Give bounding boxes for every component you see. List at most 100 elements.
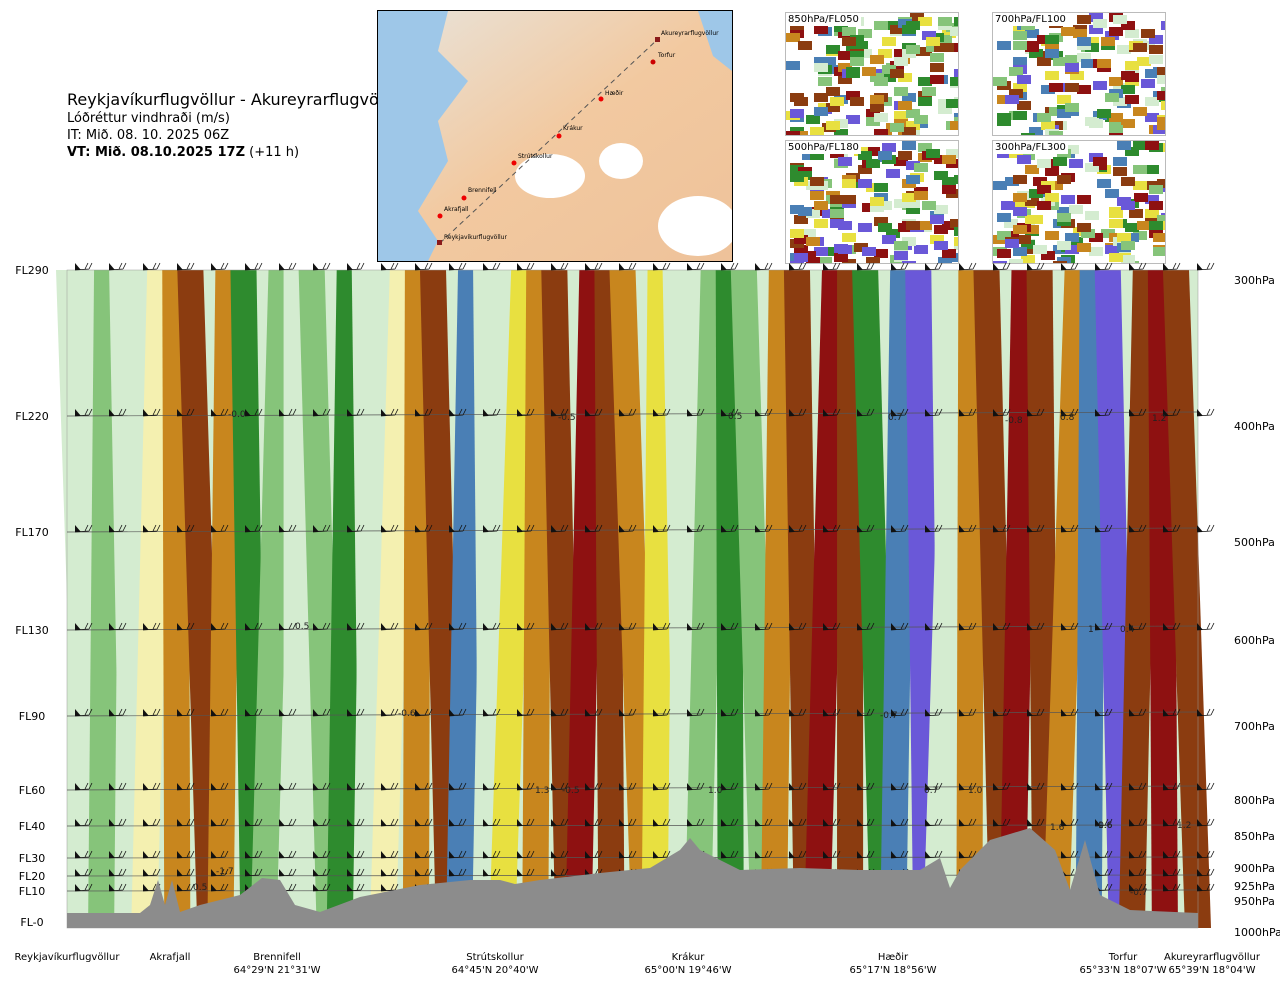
texture-cell [1041,251,1055,260]
texture-cell [1037,113,1051,122]
wind-barb [1094,818,1113,827]
y-left-tick: FL90 [19,710,45,723]
texture-cell [1077,53,1091,62]
wind-barb [992,524,1011,533]
mini-map-image [786,13,958,135]
texture-cell [878,201,892,210]
texture-cell [814,25,828,34]
texture-cell [1093,19,1107,28]
wind-barb [482,408,501,417]
value-label: -0.8 [1005,416,1023,426]
wind-barb [1128,883,1147,892]
texture-cell [1117,141,1131,150]
wind-barb [448,408,467,417]
map-point [437,213,443,219]
y-left-tick: FL290 [15,264,48,277]
wind-barb [1060,850,1079,859]
value-label: -0.7 [880,711,898,721]
wind-barb [380,708,399,717]
y-left-tick: FL220 [15,410,48,423]
texture-cell [1121,85,1135,94]
wind-barb [74,782,93,791]
y-right-tick: 500hPa [1234,536,1275,549]
texture-cell [1025,29,1039,38]
wind-barb [1196,708,1215,717]
texture-cell [1109,77,1123,86]
texture-cell [810,127,824,135]
mini-map-850: 850hPa/FL050 [785,12,959,136]
texture-cell [1081,229,1095,238]
title-block: Reykjavíkurflugvöllur - Akureyrarflugvöl… [67,90,404,161]
wind-barb [1026,622,1045,631]
texture-cell [842,37,856,46]
wind-barb [142,850,161,859]
y-right-tick: 700hPa [1234,720,1275,733]
texture-cell [1021,245,1035,254]
texture-cell [894,199,908,208]
velocity-band [837,270,864,928]
texture-cell [846,115,860,124]
wind-barb [720,622,739,631]
texture-cell [1137,57,1151,66]
wind-barb [856,408,875,417]
texture-cell [942,43,956,52]
wind-barb [958,622,977,631]
texture-cell [802,229,816,238]
texture-cell [1025,43,1039,52]
wind-barb [244,262,263,271]
wind-barb [1060,782,1079,791]
y-right-tick: 300hPa [1234,274,1275,287]
texture-cell [1045,231,1059,240]
wind-barb [618,850,637,859]
texture-cell [1145,195,1159,204]
texture-cell [902,261,916,263]
texture-cell [926,43,940,52]
wind-barb [720,408,739,417]
wind-barb [890,708,909,717]
texture-cell [946,99,958,108]
velocity-band [956,270,985,928]
texture-cell [858,49,872,58]
texture-cell [1004,219,1018,228]
texture-cell [1145,97,1159,106]
value-label: 1.2 [1177,821,1191,831]
wind-barb [1060,262,1079,271]
value-label: -0.0 [228,410,246,420]
texture-cell [1057,109,1071,118]
wind-barb [1026,408,1045,417]
texture-cell [794,235,808,244]
texture-cell [786,131,800,135]
wind-barb [210,850,229,859]
texture-cell [1053,57,1067,66]
wind-barb [1128,818,1147,827]
texture-cell [1089,233,1103,242]
texture-cell [826,121,840,130]
wind-barb [652,818,671,827]
wind-barb [210,883,229,892]
texture-cell [1141,41,1155,50]
wind-barb [550,868,569,877]
glacier-vatnajokull [658,196,732,256]
texture-cell [1157,117,1165,126]
value-label: 1.6 [1050,823,1065,833]
wind-barb [856,524,875,533]
wind-barb [142,818,161,827]
texture-cell [997,249,1011,258]
texture-cell [1093,81,1107,90]
texture-cell [1149,221,1163,230]
texture-cell [1013,111,1027,120]
texture-cell [1057,83,1071,92]
texture-cell [1153,233,1165,242]
texture-cell [826,45,840,54]
wind-barb [346,883,365,892]
texture-cell [1093,157,1107,166]
wind-barb [176,883,195,892]
texture-cell [1017,101,1031,110]
texture-cell [942,221,956,230]
texture-cell [870,103,884,112]
wind-barb [1128,622,1147,631]
station-name: Krákur [672,951,706,963]
y-right-tick: 950hPa [1234,895,1275,908]
wind-barb [1060,622,1079,631]
value-label: -0.6 [398,709,416,719]
